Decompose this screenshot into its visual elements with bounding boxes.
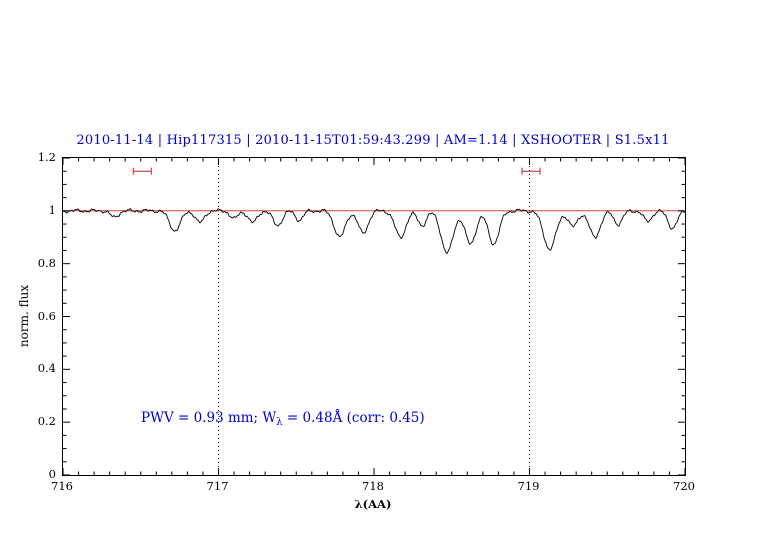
y-tick-label: 0.2 [37, 414, 56, 429]
x-tick-label: 716 [51, 479, 73, 493]
plot-area: PWV = 0.93 mm; Wλ = 0.48Å (corr: 0.45) [62, 157, 686, 476]
y-axis-label-wrap: norm. flux [14, 157, 34, 474]
y-tick-label: 1.2 [37, 150, 56, 164]
x-axis-label: λ(AA) [354, 497, 392, 511]
x-tick-label: 717 [206, 479, 229, 493]
pwv-annotation-prefix: PWV = 0.93 mm; W [141, 410, 277, 426]
y-tick-label: 0.4 [37, 361, 56, 376]
pwv-annotation-suffix: = 0.48Å (corr: 0.45) [282, 410, 425, 426]
y-tick-label: 1 [48, 202, 56, 217]
x-tick-label: 719 [517, 479, 540, 493]
spectrum-line [63, 208, 685, 255]
y-axis-label: norm. flux [17, 284, 32, 347]
x-tick-label: 718 [362, 479, 384, 493]
y-tick-label: 0.8 [37, 255, 56, 270]
spectrum-plot-canvas [63, 158, 685, 475]
chart-title: 2010-11-14 | Hip117315 | 2010-11-15T01:5… [76, 133, 670, 148]
y-tick-label: 0.6 [37, 308, 56, 323]
pwv-annotation-lambda-subscript: λ [276, 417, 283, 428]
y-tick-label: 0 [48, 467, 56, 481]
pwv-annotation: PWV = 0.93 mm; Wλ = 0.48Å (corr: 0.45) [141, 410, 425, 428]
x-tick-label: 720 [673, 479, 695, 493]
